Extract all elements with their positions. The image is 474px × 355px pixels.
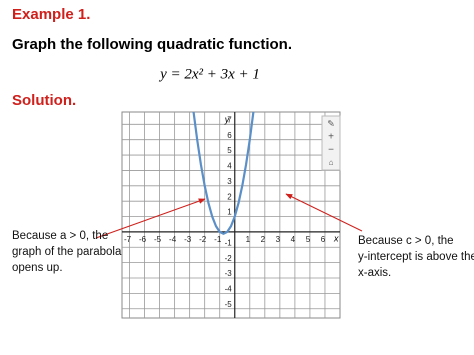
x-tick-label: 2 [261,235,266,244]
annotation-line: graph of the parabola [12,246,122,258]
x-tick-label: -6 [139,235,147,244]
zoom-in[interactable]: + [328,132,334,143]
y-tick-label: 5 [227,146,232,155]
annotation-line: y-intercept is above the [358,251,474,263]
solution-label: Solution. [12,92,76,109]
y-tick-label: -5 [225,300,233,309]
annotation-line: Because c > 0, the [358,235,454,247]
x-tick-label: 4 [291,235,296,244]
instruction: Graph the following quadratic function. [12,36,292,53]
arrow-right [285,193,363,232]
x-tick-label: -7 [124,235,132,244]
x-tick-label: -4 [169,235,177,244]
annotation-line: opens up. [12,262,63,274]
heading: Example 1. [12,6,90,23]
y-tick-label: 3 [227,177,232,186]
x-tick-label: -5 [154,235,162,244]
y-tick-label: -3 [225,269,233,278]
y-tick-label: 7 [227,115,232,124]
x-tick-label: 5 [306,235,311,244]
y-tick-label: -1 [225,238,233,247]
x-tick-label: 6 [321,235,326,244]
x-tick-label: -1 [214,235,222,244]
toolbar-bg [321,115,341,171]
x-tick-label: 1 [246,235,251,244]
tool-wrench[interactable]: ✎ [327,118,335,128]
x-tick-label: -2 [199,235,207,244]
toolbar: ✎ + − ⌂ [321,115,341,171]
x-tick-label: 3 [276,235,281,244]
plot-frame [121,111,341,319]
y-tick-label: 1 [227,208,232,217]
y-tick-label: -4 [225,285,233,294]
arrow-left [95,198,206,239]
zoom-out[interactable]: − [328,145,334,156]
y-tick-label: 6 [227,131,232,140]
y-tick-label: 4 [227,162,232,171]
x-axis-label: x [333,233,339,243]
x-tick-label: -3 [184,235,192,244]
equation: y = 2x² + 3x + 1 [158,66,260,82]
y-tick-label: 2 [227,192,232,201]
y-axis-label: y [224,114,230,124]
curve [192,112,255,235]
annotation-line: x-axis. [358,267,391,279]
home[interactable]: ⌂ [329,158,334,167]
annotation-line: Because a > 0, the [12,230,108,242]
y-tick-label: -2 [225,254,233,263]
